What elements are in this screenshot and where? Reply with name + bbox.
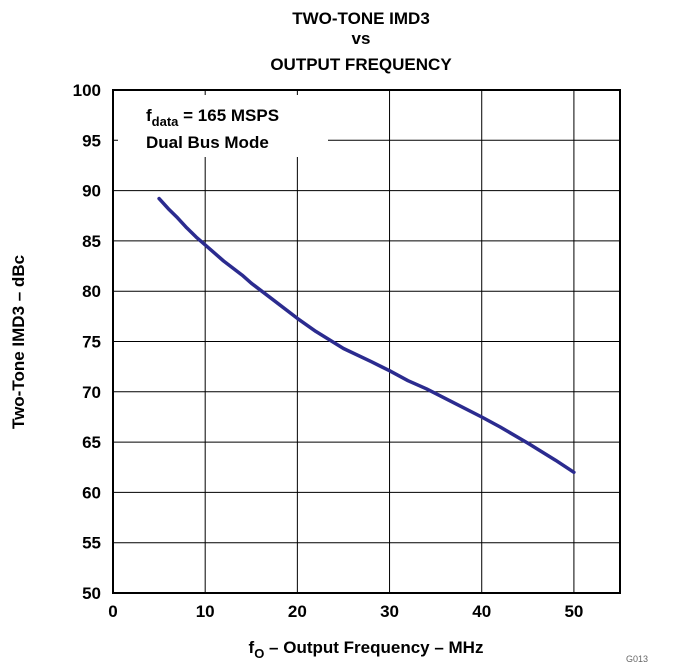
plot-frame [112,89,621,594]
y-tick-label: 70 [82,383,101,402]
x-tick-label: 40 [472,602,491,621]
x-tick-label: 0 [108,602,117,621]
chart-title-line-3: OUTPUT FREQUENCY [270,55,452,74]
y-tick-label: 65 [82,433,101,452]
x-tick-label: 20 [288,602,307,621]
series-line [157,196,576,475]
x-tick-label: 10 [196,602,215,621]
figure-id: G013 [626,654,648,664]
y-tick-label: 75 [82,333,101,352]
y-tick-label: 95 [82,131,101,150]
x-tick-label: 30 [380,602,399,621]
y-tick-label: 85 [82,232,101,251]
grid-lines [112,89,620,594]
y-tick-label: 55 [82,534,101,553]
x-tick-label: 50 [564,602,583,621]
annotation-subscript: data [152,114,180,129]
chart-title-line-1: TWO-TONE IMD3 [292,9,430,28]
annotation-rest: = 165 MSPS [178,106,279,125]
y-tick-label: 60 [82,483,101,502]
annotation-background [118,95,328,157]
x-axis-label: fO – Output Frequency – MHz [249,638,484,661]
series-lines [157,196,576,475]
x-axis-label-f: f [249,638,255,657]
y-tick-label: 90 [82,182,101,201]
y-axis-label: Two-Tone IMD3 – dBc [9,255,28,429]
x-axis-label-subscript: O [254,646,264,661]
chart-title-line-2: vs [352,29,371,48]
annotation-line-2: Dual Bus Mode [146,133,269,152]
annotation-f: f [146,106,152,125]
y-tick-label: 100 [73,81,101,100]
tick-labels: 50 55 60 65 70 75 80 85 90 95 100 0 10 20 30 40 50 [73,81,584,621]
y-tick-label: 50 [82,584,101,603]
x-axis-label-rest: – Output Frequency – MHz [264,638,483,657]
y-tick-label: 80 [82,282,101,301]
annotation-line-1: fdata = 165 MSPS [146,106,279,129]
